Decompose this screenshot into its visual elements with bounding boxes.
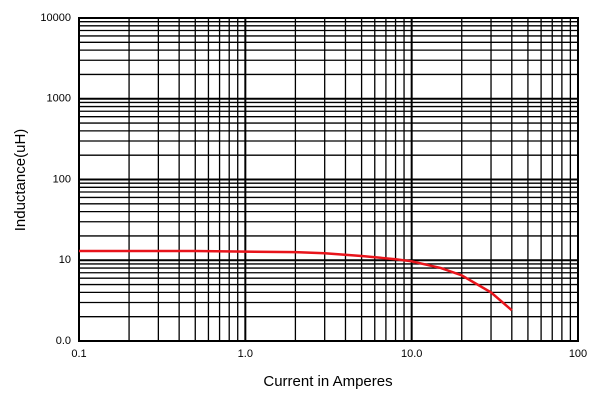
x-tick-label: 1.0 <box>238 348 253 360</box>
line <box>79 249 513 312</box>
plot-frame <box>78 17 579 342</box>
y-axis-title: Inductance(uH) <box>12 129 29 232</box>
x-axis-title: Current in Amperes <box>263 373 392 390</box>
y-tick-label: 100 <box>53 173 71 185</box>
y-tick-label: 10 <box>59 254 71 266</box>
y-tick-label: 10000 <box>40 12 71 24</box>
y-tick-label: 1000 <box>47 93 71 105</box>
x-tick-label: 0.1 <box>71 348 86 360</box>
x-tick-label: 100 <box>569 348 587 360</box>
x-tick-label: 10.0 <box>401 348 422 360</box>
y-tick-label: 0.0 <box>56 335 71 347</box>
